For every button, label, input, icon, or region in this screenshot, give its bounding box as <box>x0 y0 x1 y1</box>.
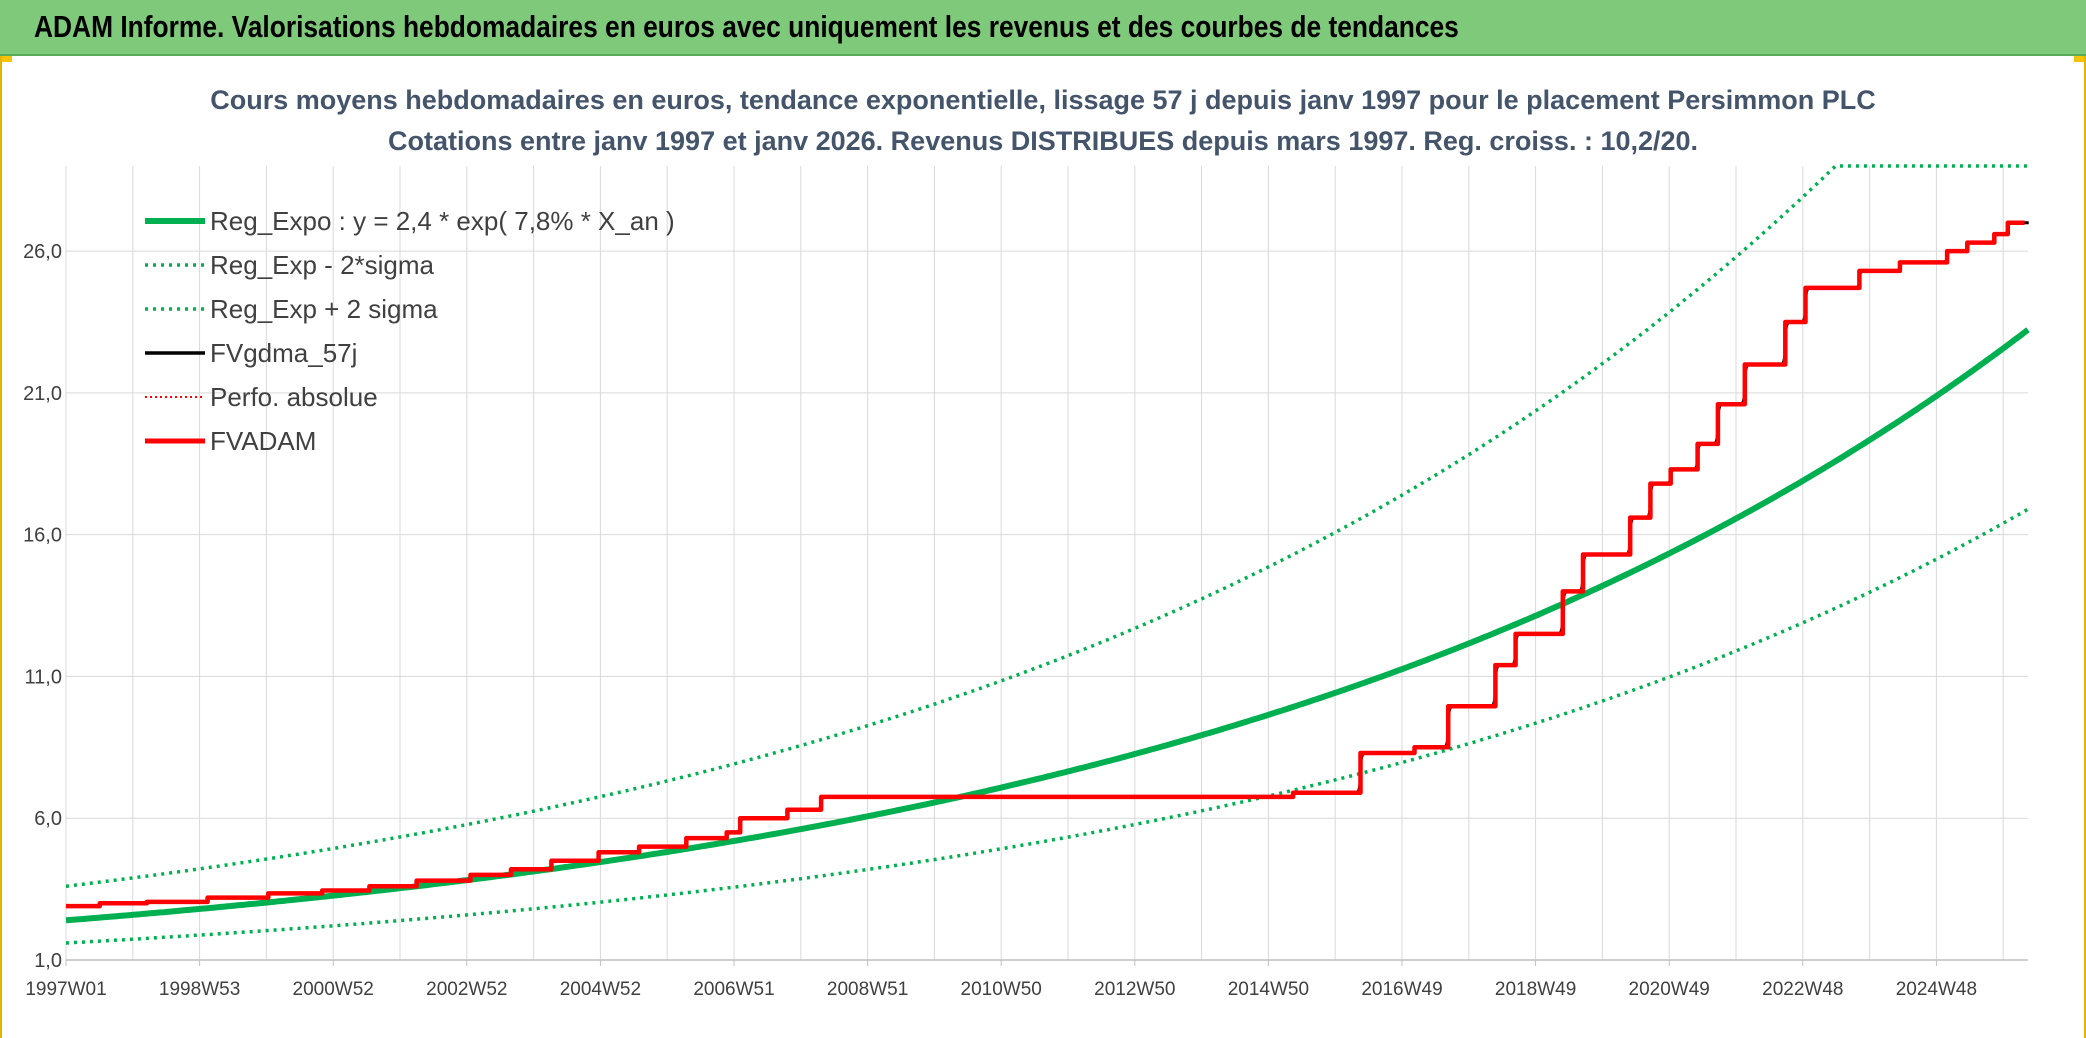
x-tick-label: 2004W52 <box>560 979 641 1000</box>
legend-label: FVADAM <box>210 426 316 456</box>
legend: Reg_Expo : y = 2,4 * exp( 7,8% * X_an ) R… <box>145 206 675 456</box>
legend-label: Reg_Expo : y = 2,4 * exp( 7,8% * X_an ) <box>210 206 675 236</box>
y-tick-label: 26,0 <box>23 241 62 263</box>
legend-label: Perfo. absolue <box>210 382 378 412</box>
x-tick-label: 2018W49 <box>1495 979 1576 1000</box>
series-fvadam <box>66 220 2025 909</box>
x-tick-label: 1998W53 <box>159 979 240 1000</box>
chart-title: Cours moyens hebdomadaires en euros, ten… <box>210 85 1876 115</box>
series-reg-plus-2sigma <box>65 164 2028 889</box>
x-tick-label: 2010W50 <box>961 979 1042 1000</box>
x-tick-label: 2000W52 <box>293 979 374 1000</box>
series-layer <box>65 164 2030 945</box>
x-tick-label: 2012W50 <box>1094 979 1175 1000</box>
y-axis: 1,0 6,0 11,0 16,0 21,0 26,0 <box>23 241 62 972</box>
report-title: ADAM Informe. Valorisations hebdomadaire… <box>34 9 1459 44</box>
x-tick-label: 2024W48 <box>1896 979 1977 1000</box>
y-tick-label: 21,0 <box>23 383 62 405</box>
x-tick-label: 2006W51 <box>693 979 774 1000</box>
series-reg-expo <box>65 327 2030 924</box>
corner-marker-left <box>0 56 12 62</box>
series-perfo-absolue <box>66 221 2025 907</box>
x-tick-label: 2014W50 <box>1228 979 1309 1000</box>
series-reg-minus-2sigma <box>65 507 2029 945</box>
x-tick-label: 2008W51 <box>827 979 908 1000</box>
legend-label: Reg_Exp - 2*sigma <box>210 250 435 280</box>
report-header: ADAM Informe. Valorisations hebdomadaire… <box>0 0 2086 56</box>
legend-label: Reg_Exp + 2 sigma <box>210 294 438 324</box>
series-fvgdma-57j <box>66 221 2029 908</box>
x-tick-label: 2022W48 <box>1762 979 1843 1000</box>
x-tick-label: 2002W52 <box>426 979 507 1000</box>
x-tick-label: 1997W01 <box>25 979 106 1000</box>
legend-label: FVgdma_57j <box>210 338 357 368</box>
x-tick-label: 2016W49 <box>1361 979 1442 1000</box>
corner-marker-right <box>2074 56 2086 62</box>
x-axis: 1997W01 1998W53 2000W52 2002W52 2004W52 2006W… <box>25 960 1977 1000</box>
chart-frame: Cours moyens hebdomadaires en euros, ten… <box>0 56 2086 1038</box>
y-tick-label: 11,0 <box>25 666 62 688</box>
y-tick-label: 1,0 <box>34 950 62 972</box>
chart-subtitle: Cotations entre janv 1997 et janv 2026. … <box>388 126 1698 156</box>
y-tick-label: 6,0 <box>34 808 62 830</box>
y-tick-label: 16,0 <box>23 525 62 547</box>
line-chart: Cours moyens hebdomadaires en euros, ten… <box>23 85 2030 1000</box>
x-tick-label: 2020W49 <box>1629 979 1710 1000</box>
